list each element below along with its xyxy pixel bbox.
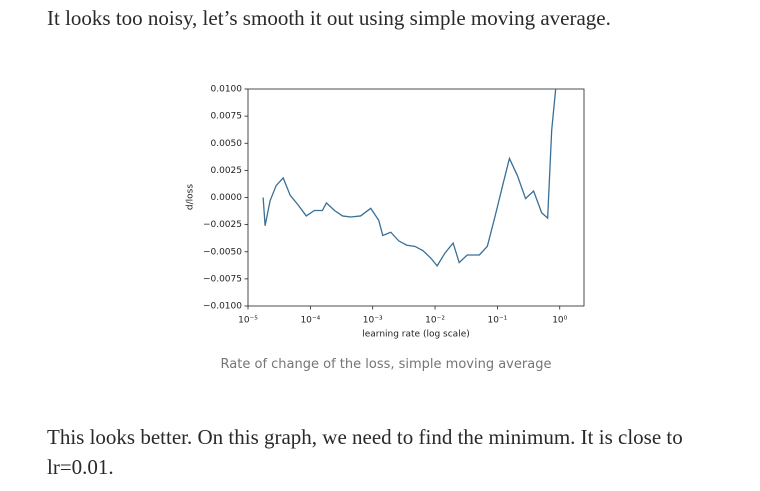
- y-tick-label: 0.0025: [211, 166, 243, 176]
- x-axis-label: learning rate (log scale): [362, 330, 470, 340]
- x-tick-label: 10⁻⁴: [300, 316, 320, 326]
- paragraph: It looks too noisy, let’s smooth it out …: [47, 6, 611, 30]
- x-tick-label: 10⁻¹: [487, 316, 507, 326]
- y-axis-label: d/loss: [186, 184, 196, 210]
- y-tick-label: 0.0075: [211, 112, 243, 122]
- figure-caption: Rate of change of the loss, simple movin…: [220, 357, 552, 372]
- y-tick-label: −0.0050: [203, 247, 242, 257]
- y-tick-label: −0.0075: [203, 274, 242, 284]
- y-tick-label: −0.0100: [203, 302, 242, 312]
- x-tick-label: 10⁻⁵: [238, 316, 258, 326]
- y-tick-label: 0.0100: [211, 85, 243, 95]
- y-tick-label: 0.0050: [211, 139, 243, 149]
- x-tick-label: 10⁻³: [363, 316, 383, 326]
- y-tick-label: −0.0025: [203, 220, 242, 230]
- line: [262, 88, 557, 267]
- x-tick-label: 10⁰: [552, 316, 567, 326]
- y-tick-label: 0.0000: [211, 193, 243, 203]
- chart: d/loss learning rate (log scale) −0.0100…: [186, 85, 585, 340]
- x-tick-label: 10⁻²: [425, 316, 445, 326]
- plot-frame: [247, 88, 585, 307]
- paragraph: This looks better. On this graph, we nee…: [47, 425, 683, 479]
